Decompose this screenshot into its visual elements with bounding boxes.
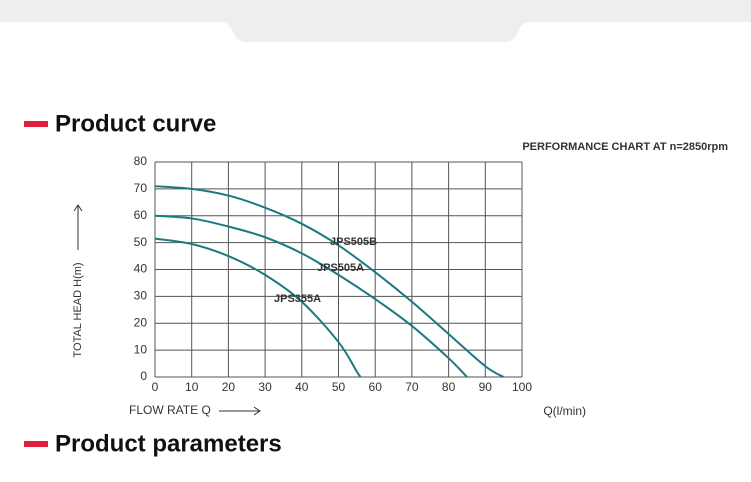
y-arrow <box>73 204 83 250</box>
x-tick-label: 50 <box>332 380 346 394</box>
series-label: JPS505B <box>330 236 377 248</box>
series-label: JPS355A <box>274 293 321 305</box>
top-bar <box>0 0 751 42</box>
section-heading: Product curve <box>55 110 216 137</box>
x-tick-label: 0 <box>152 380 159 394</box>
x-tick-label: 20 <box>222 380 236 394</box>
section-heading: Product parameters <box>55 430 282 457</box>
y-tick-label: 20 <box>134 315 148 329</box>
x-tick-label: 30 <box>258 380 272 394</box>
y-tick-label: 50 <box>134 235 148 249</box>
x-tick-label: 100 <box>512 380 532 394</box>
y-tick-label: 10 <box>134 342 148 356</box>
x-arrow <box>219 406 261 416</box>
y-tick-label: 0 <box>140 369 147 383</box>
y-tick-label: 80 <box>134 154 148 168</box>
curve <box>154 237 362 378</box>
curve <box>154 185 505 378</box>
x-tick-label: 90 <box>479 380 493 394</box>
x-tick-label: 40 <box>295 380 309 394</box>
y-tick-label: 40 <box>134 262 148 276</box>
series-label: JPS505A <box>317 262 364 274</box>
x-tick-label: 70 <box>405 380 419 394</box>
y-tick-label: 30 <box>134 289 148 303</box>
heading-marker <box>24 441 48 447</box>
chart-title: PERFORMANCE CHART AT n=2850rpm <box>522 141 728 153</box>
curve <box>154 214 468 378</box>
heading-marker <box>24 121 48 127</box>
y-axis-label: TOTAL HEAD H(m) <box>72 262 84 357</box>
y-tick-label: 70 <box>134 181 148 195</box>
x-tick-label: 80 <box>442 380 456 394</box>
x-unit: Q(l/min) <box>543 404 586 418</box>
x-tick-label: 60 <box>369 380 383 394</box>
y-tick-label: 60 <box>134 208 148 222</box>
x-tick-label: 10 <box>185 380 199 394</box>
x-axis-label: FLOW RATE Q <box>129 403 211 417</box>
